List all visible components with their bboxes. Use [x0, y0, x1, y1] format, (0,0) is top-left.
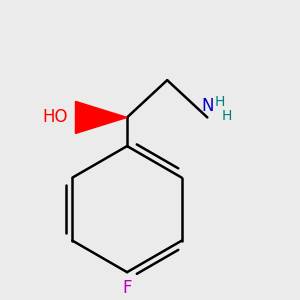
- Text: F: F: [122, 279, 132, 297]
- Polygon shape: [76, 101, 127, 134]
- Text: HO: HO: [43, 108, 68, 126]
- Text: H: H: [215, 95, 225, 109]
- Text: H: H: [222, 109, 232, 123]
- Text: N: N: [201, 97, 214, 115]
